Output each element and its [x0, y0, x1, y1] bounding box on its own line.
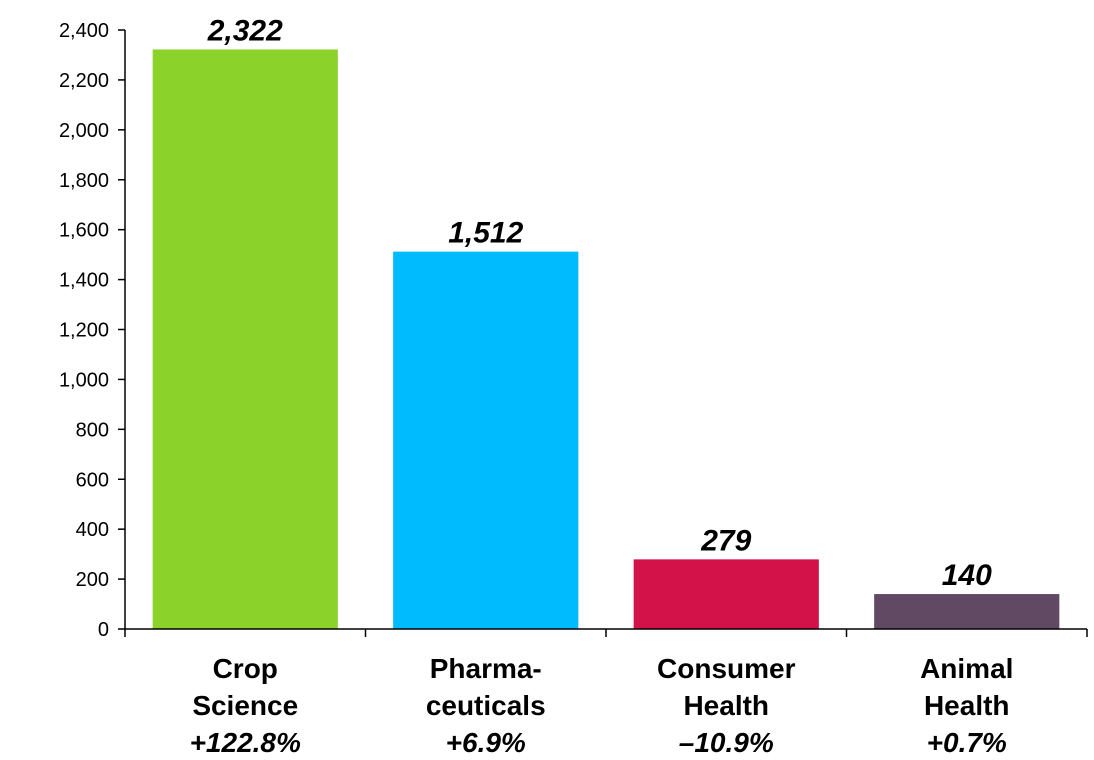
- y-tick-label: 1,200: [59, 320, 109, 342]
- bar: [633, 559, 819, 629]
- y-axis: 0 200 400 600 800 1,000 1,200 1,400 1,600 1,800 2,…: [59, 20, 126, 641]
- y-tick-label: 2,000: [59, 120, 109, 142]
- category-label: Animal: [920, 653, 1013, 684]
- value-label: 279: [700, 524, 751, 557]
- y-tick-label: 800: [76, 419, 109, 441]
- y-tick-label: 2,200: [59, 70, 109, 92]
- bar: [393, 251, 579, 629]
- category-label: Science: [192, 690, 298, 721]
- value-label: 1,512: [448, 217, 523, 250]
- y-tick-label: 400: [76, 519, 109, 541]
- y-tick-label: 0: [98, 619, 109, 641]
- category-label: ceuticals: [426, 690, 546, 721]
- bar: [874, 594, 1060, 629]
- category-label: Consumer: [657, 653, 796, 684]
- y-tick-label: 1,000: [59, 369, 109, 391]
- y-tick-label: 600: [76, 469, 109, 491]
- change-label: +6.9%: [446, 727, 526, 758]
- category-label: Health: [924, 690, 1010, 721]
- bars: 2,322 1,512 279 140: [152, 14, 1060, 629]
- y-tick-label: 1,400: [59, 270, 109, 292]
- y-tick-label: 1,600: [59, 220, 109, 242]
- y-tick-label: 1,800: [59, 170, 109, 192]
- change-label: +0.7%: [927, 727, 1007, 758]
- y-tick-label: 200: [76, 569, 109, 591]
- category-label: Health: [683, 690, 769, 721]
- category-label: Crop: [213, 653, 278, 684]
- value-label: 140: [942, 559, 992, 592]
- change-label: –10.9%: [679, 727, 774, 758]
- x-axis: Crop Science +122.8% Pharma-ceuticals +6.9% C…: [124, 628, 1088, 758]
- y-tick-label: 2,400: [59, 20, 109, 42]
- change-label: +122.8%: [190, 727, 301, 758]
- value-label: 2,322: [207, 14, 283, 47]
- category-label: Pharma-: [430, 653, 542, 684]
- bar: [152, 49, 338, 629]
